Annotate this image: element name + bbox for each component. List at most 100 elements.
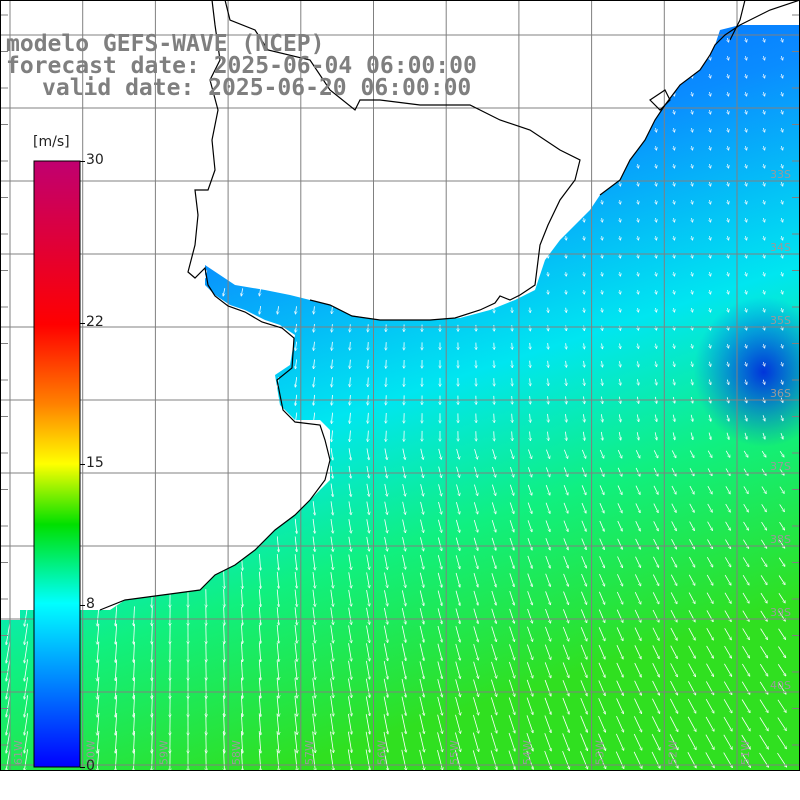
wind-arrow: [456, 448, 460, 459]
wind-arrow: [419, 608, 424, 624]
colorbar: [33, 160, 81, 768]
wind-arrow: [562, 697, 569, 714]
wind-arrow: [491, 537, 496, 550]
wind-arrow: [527, 520, 532, 531]
wind-arrow: [241, 748, 242, 771]
wind-arrow: [294, 518, 297, 533]
wind-arrow: [312, 536, 315, 552]
wind-arrow: [584, 378, 585, 386]
wind-arrow: [313, 412, 314, 424]
wind-arrow: [331, 412, 332, 424]
wind-arrow: [509, 626, 515, 642]
wind-arrow: [508, 715, 515, 733]
wind-arrow: [725, 503, 731, 512]
longitude-label: 59W: [157, 740, 170, 765]
wind-arrow: [584, 343, 585, 348]
wind-arrow: [384, 519, 388, 532]
wind-arrow: [526, 697, 533, 715]
wind-arrow: [330, 536, 333, 552]
wind-arrow: [366, 483, 369, 496]
wind-arrow: [420, 448, 423, 460]
wind-arrow: [527, 555, 532, 568]
wind-arrow: [312, 713, 316, 735]
sea-surface: [0, 25, 800, 771]
wind-arrow: [689, 468, 694, 475]
latitude-label: 35S: [770, 314, 791, 327]
wind-arrow: [546, 449, 549, 459]
wind-arrow: [689, 503, 694, 512]
wind-arrow: [420, 537, 423, 550]
wind-arrow: [763, 91, 764, 96]
wind-arrow: [781, 289, 782, 294]
wind-arrow: [724, 592, 731, 603]
wind-arrow: [742, 663, 749, 676]
wind-arrow: [709, 145, 710, 150]
wind-arrow: [24, 677, 29, 699]
wind-arrow: [512, 378, 513, 385]
wind-arrow: [401, 714, 406, 733]
colorbar-tick: [80, 605, 85, 607]
wind-arrow: [617, 538, 623, 549]
wind-arrow: [6, 677, 11, 699]
wind-arrow: [509, 591, 515, 605]
wind-arrow: [727, 181, 728, 186]
wind-arrow: [635, 503, 640, 512]
wind-arrow: [332, 377, 333, 386]
wind-arrow: [223, 288, 225, 296]
wind-arrow: [566, 271, 567, 276]
wind-arrow: [527, 467, 531, 477]
wind-arrow: [330, 642, 334, 661]
wind-arrow: [420, 466, 424, 477]
longitude-label: 55W: [448, 740, 461, 765]
wind-arrow: [258, 695, 261, 717]
wind-arrow: [565, 413, 566, 422]
wind-arrow: [619, 361, 620, 367]
wind-arrow: [115, 712, 118, 735]
wind-arrow: [509, 608, 515, 623]
wind-arrow: [473, 608, 478, 624]
wind-arrow: [527, 626, 532, 642]
wind-arrow: [152, 748, 153, 771]
wind-arrow: [455, 643, 460, 660]
wind-arrow: [763, 307, 764, 312]
wind-arrow: [687, 698, 695, 713]
wind-arrow: [565, 431, 566, 441]
wind-arrow: [580, 697, 587, 714]
wind-arrow: [526, 750, 533, 769]
wind-arrow: [709, 109, 710, 114]
wind-arrow: [437, 643, 442, 660]
wind-arrow: [24, 695, 29, 717]
wind-arrow: [778, 646, 785, 658]
wind-arrow: [634, 698, 641, 714]
wind-arrow: [638, 217, 639, 222]
wind-arrow: [566, 307, 567, 313]
wind-arrow: [763, 343, 764, 348]
wind-arrow: [491, 573, 496, 586]
wind-arrow: [781, 109, 782, 114]
wind-arrow: [743, 521, 749, 530]
wind-arrow: [366, 590, 370, 606]
coastline-north: [599, 0, 800, 196]
longitude-label: 61W: [12, 740, 25, 765]
longitude-label: 51W: [739, 740, 752, 765]
wind-arrow: [760, 628, 768, 640]
wind-arrow: [473, 643, 479, 660]
wind-arrow: [761, 521, 767, 530]
wind-arrow: [688, 574, 695, 585]
latitude-labels: 33S 34S 35S 36S 37S 38S 39S 40S: [770, 168, 791, 692]
wind-arrow: [779, 450, 784, 457]
wind-arrow: [402, 448, 405, 460]
wind-arrow: [688, 645, 696, 658]
wind-arrow: [745, 37, 746, 42]
wind-arrow: [350, 377, 351, 386]
wind-arrow: [599, 503, 604, 513]
wind-arrow: [653, 538, 659, 549]
wind-arrow: [330, 448, 333, 460]
wind-arrow: [580, 609, 586, 622]
wind-arrow: [723, 734, 732, 749]
wind-arrow: [491, 608, 496, 624]
wind-arrow: [258, 731, 261, 753]
wind-arrow: [294, 536, 297, 551]
wind-arrow: [224, 713, 225, 735]
wind-arrow: [348, 536, 351, 551]
